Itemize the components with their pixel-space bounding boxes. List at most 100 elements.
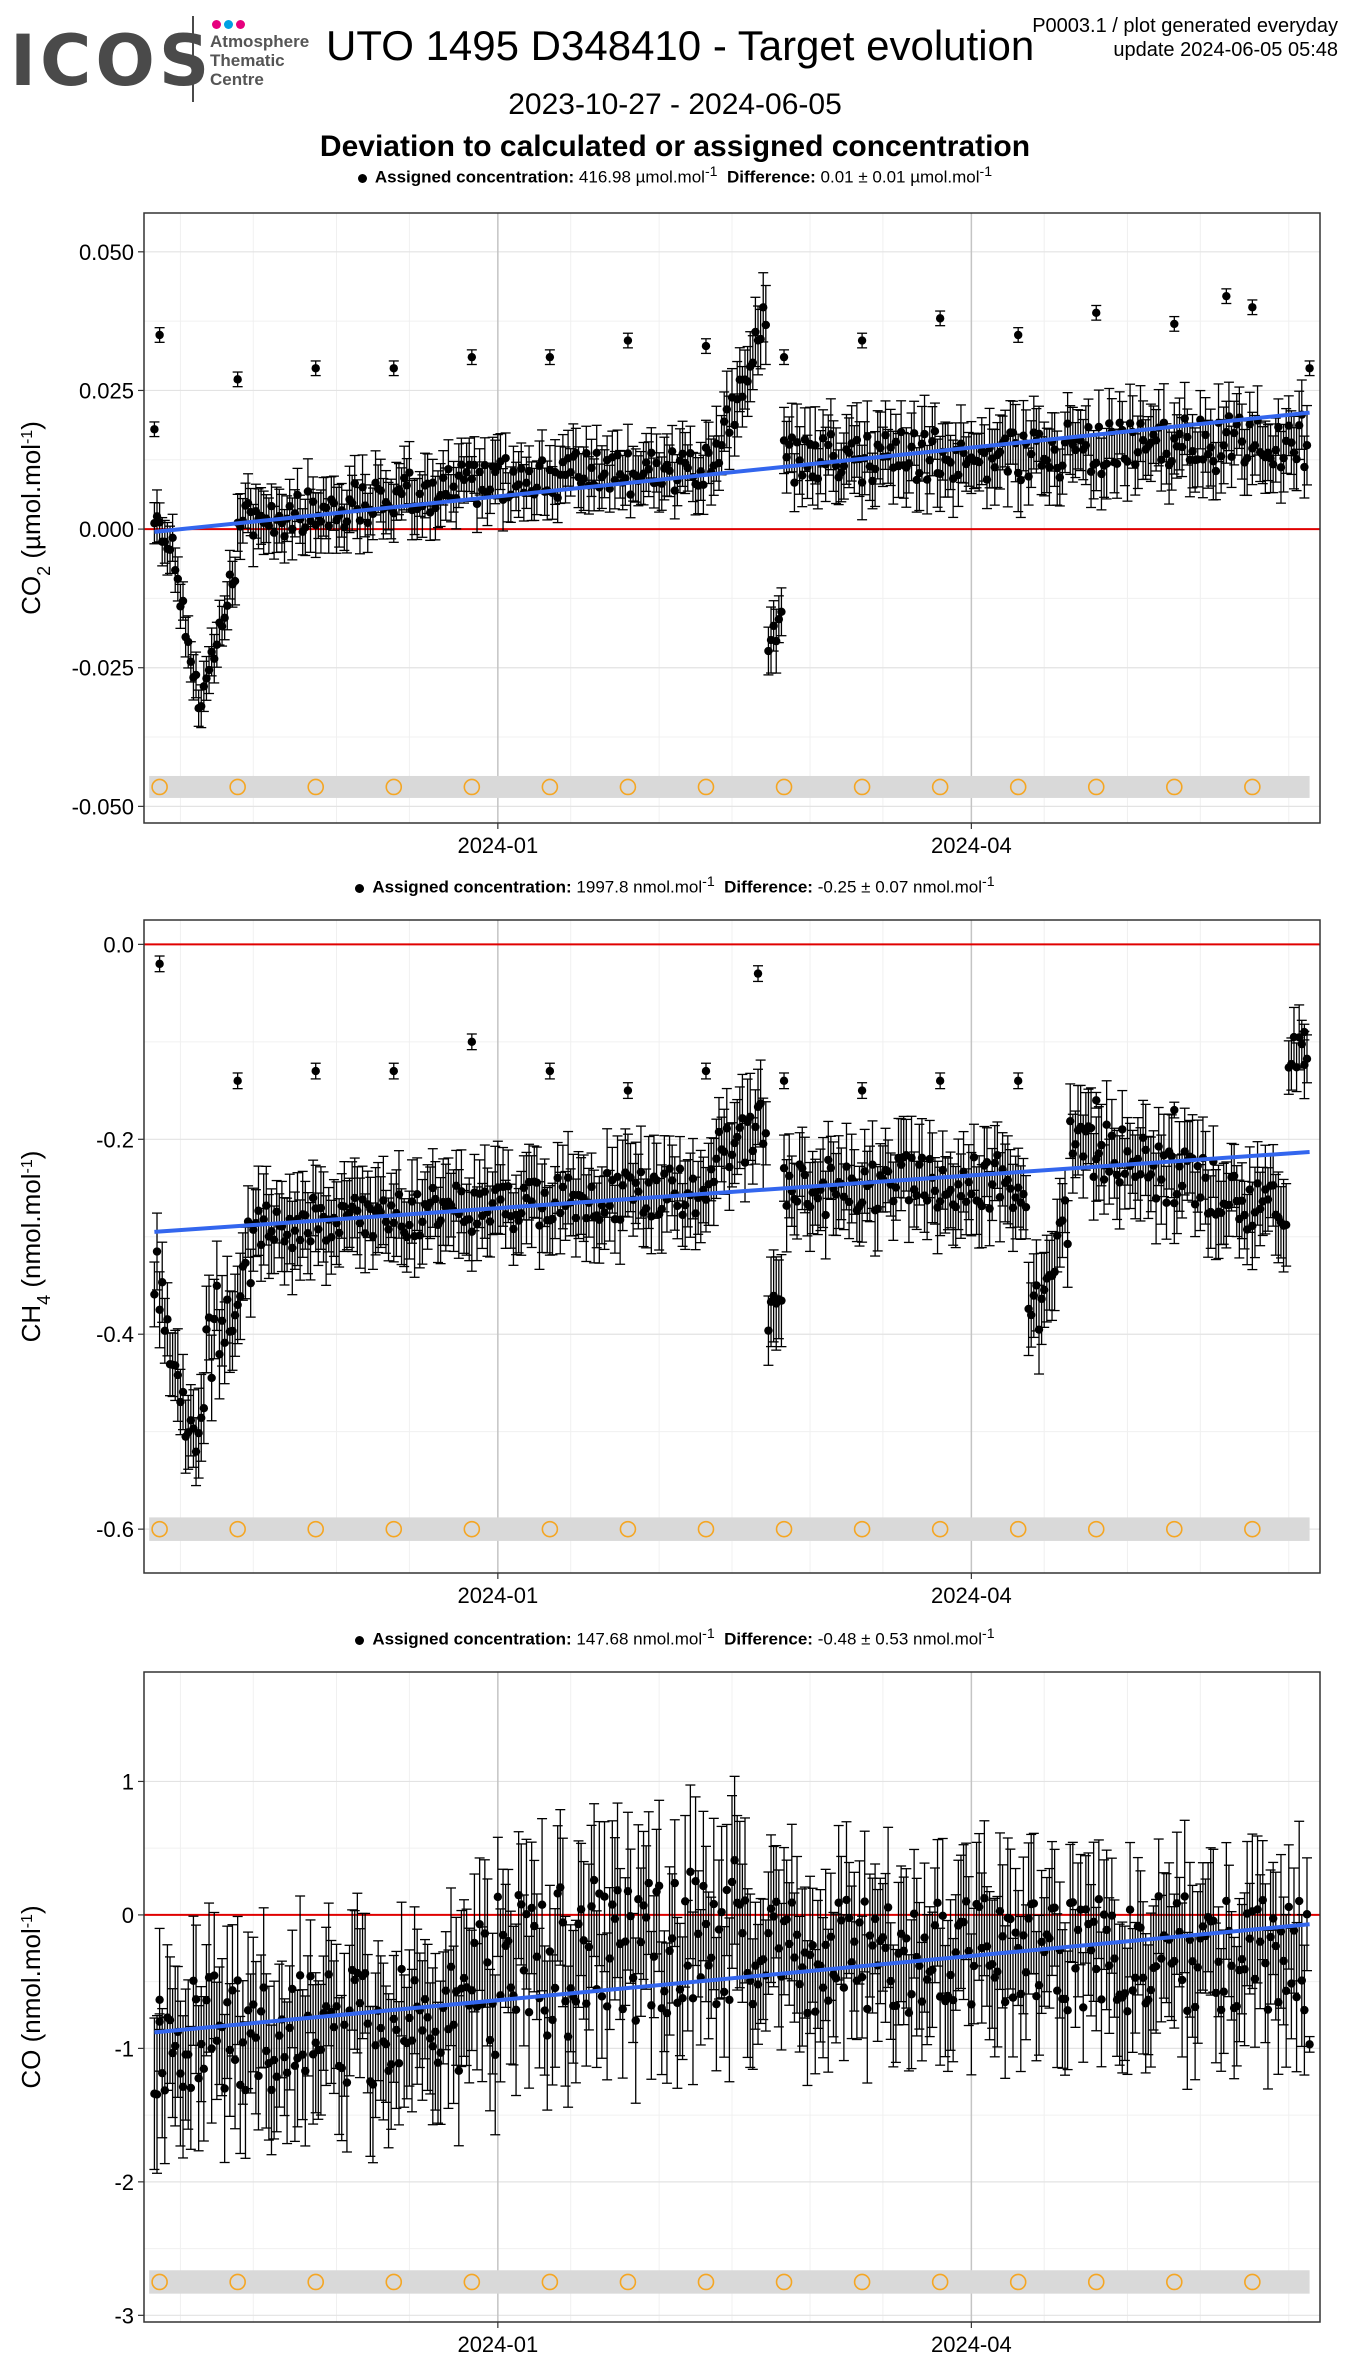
data-point (324, 521, 333, 531)
data-point (389, 1066, 398, 1076)
data-point (967, 1189, 976, 1199)
data-point (155, 330, 164, 340)
data-point (254, 2071, 263, 2081)
data-point (1016, 475, 1025, 485)
data-point (389, 364, 398, 373)
calibration-marker (697, 778, 715, 796)
logo-line: Thematic (210, 51, 285, 70)
data-point (1084, 422, 1093, 432)
calibration-band (149, 2270, 1310, 2294)
data-point (920, 429, 929, 439)
data-point (152, 1247, 162, 1256)
data-point (1099, 1175, 1109, 1184)
data-point (678, 1994, 687, 2003)
data-point (152, 2090, 162, 2099)
x-tick-label: 2024-04 (931, 1583, 1012, 1608)
data-point (550, 1983, 560, 1993)
legend-dot-icon (355, 1635, 365, 1645)
data-point (1224, 412, 1234, 421)
calibration-marker (307, 1520, 325, 1538)
y-tick-label: -2 (114, 2170, 134, 2195)
logo-name: ICOS (10, 20, 214, 102)
data-point (1021, 1202, 1031, 1212)
data-point (1170, 1105, 1179, 1115)
assigned-label: Assigned concentration: (374, 167, 575, 187)
data-point (686, 1867, 695, 1877)
data-point (178, 596, 188, 606)
data-point (683, 1961, 692, 1970)
unit-sup: -1 (979, 164, 993, 180)
data-point (545, 352, 555, 362)
data-point (472, 499, 482, 509)
calibration-marker (541, 778, 559, 796)
x-tick-label: 2024-01 (457, 833, 538, 858)
y-tick-label: 0 (122, 1903, 134, 1928)
data-point (1151, 1194, 1161, 1203)
calibration-marker (307, 778, 325, 796)
calibration-marker (619, 778, 637, 796)
data-point (688, 1994, 698, 2003)
data-point (725, 428, 734, 437)
data-point (1003, 467, 1012, 476)
calibration-marker (1166, 2273, 1183, 2291)
data-point (163, 1315, 172, 1324)
calibration-marker (619, 1520, 637, 1538)
data-point (969, 1153, 979, 1162)
calibration-marker (1087, 2273, 1105, 2291)
data-point (1013, 330, 1023, 340)
data-point (589, 1875, 599, 1885)
data-point (699, 480, 708, 490)
data-point (405, 468, 414, 477)
trend-line (154, 410, 1310, 534)
data-point (636, 1167, 646, 1177)
plot-subtitle: Deviation to calculated or assigned conc… (319, 130, 1031, 163)
y-tick-label: 0.025 (79, 378, 134, 403)
data-point (511, 2005, 521, 2015)
data-point (191, 1995, 201, 2004)
data-point (798, 471, 807, 480)
calibration-marker (385, 1520, 403, 1538)
data-point (753, 969, 763, 978)
page-title: UTO 1495 D348410 - Target evolution (326, 22, 1035, 69)
data-point (173, 574, 183, 584)
difference-value: -0.48 ± 0.53 nmol.mol (817, 1629, 983, 1649)
data-point (623, 449, 633, 458)
panel-info-ch4: Assigned concentration: 1997.8 nmol.mol-… (0, 874, 1350, 898)
y-tick-label: -0.2 (96, 1127, 134, 1152)
logo-dot (236, 20, 245, 29)
icos-logo: ICOS Atmosphere Thematic Centre (10, 10, 340, 110)
difference-label: Difference: (724, 877, 813, 897)
data-point (1281, 1220, 1291, 1230)
y-axis-label: CO2 (µmol.mol-1) (16, 421, 54, 615)
data-point (543, 2031, 552, 2040)
calibration-marker (775, 2273, 793, 2291)
calibration-marker (697, 1520, 715, 1538)
data-point (1170, 319, 1179, 329)
y-tick-label: -0.050 (72, 794, 134, 819)
data-point (545, 1947, 555, 1956)
data-point (654, 1881, 664, 1891)
data-point (930, 426, 940, 436)
plot-meta: P0003.1 / plot generated everyday update… (1032, 14, 1338, 62)
data-point (722, 1885, 731, 1895)
x-tick-label: 2024-01 (457, 2332, 538, 2357)
data-point (600, 1892, 609, 1901)
data-point (1167, 1152, 1176, 1161)
data-point (186, 2083, 196, 2093)
data-point (701, 1066, 711, 1076)
data-point (524, 2008, 534, 2017)
y-tick-label: -0.6 (96, 1517, 134, 1542)
data-point (1115, 1178, 1124, 1187)
data-point (982, 1157, 992, 1167)
data-point (857, 1086, 867, 1095)
meta-line-1: P0003.1 / plot generated everyday (1032, 15, 1338, 37)
y-axis-label: CO (nmol.mol-1) (16, 1905, 46, 2088)
data-point (725, 1995, 734, 2005)
logo-dot (224, 20, 233, 29)
data-point (667, 447, 677, 456)
data-point (1112, 459, 1122, 468)
x-tick-label: 2024-04 (931, 2332, 1012, 2357)
data-point (1013, 1076, 1023, 1086)
y-tick-label: 1 (122, 1769, 134, 1794)
date-range: 2023-10-27 - 2024-06-05 (508, 88, 842, 121)
